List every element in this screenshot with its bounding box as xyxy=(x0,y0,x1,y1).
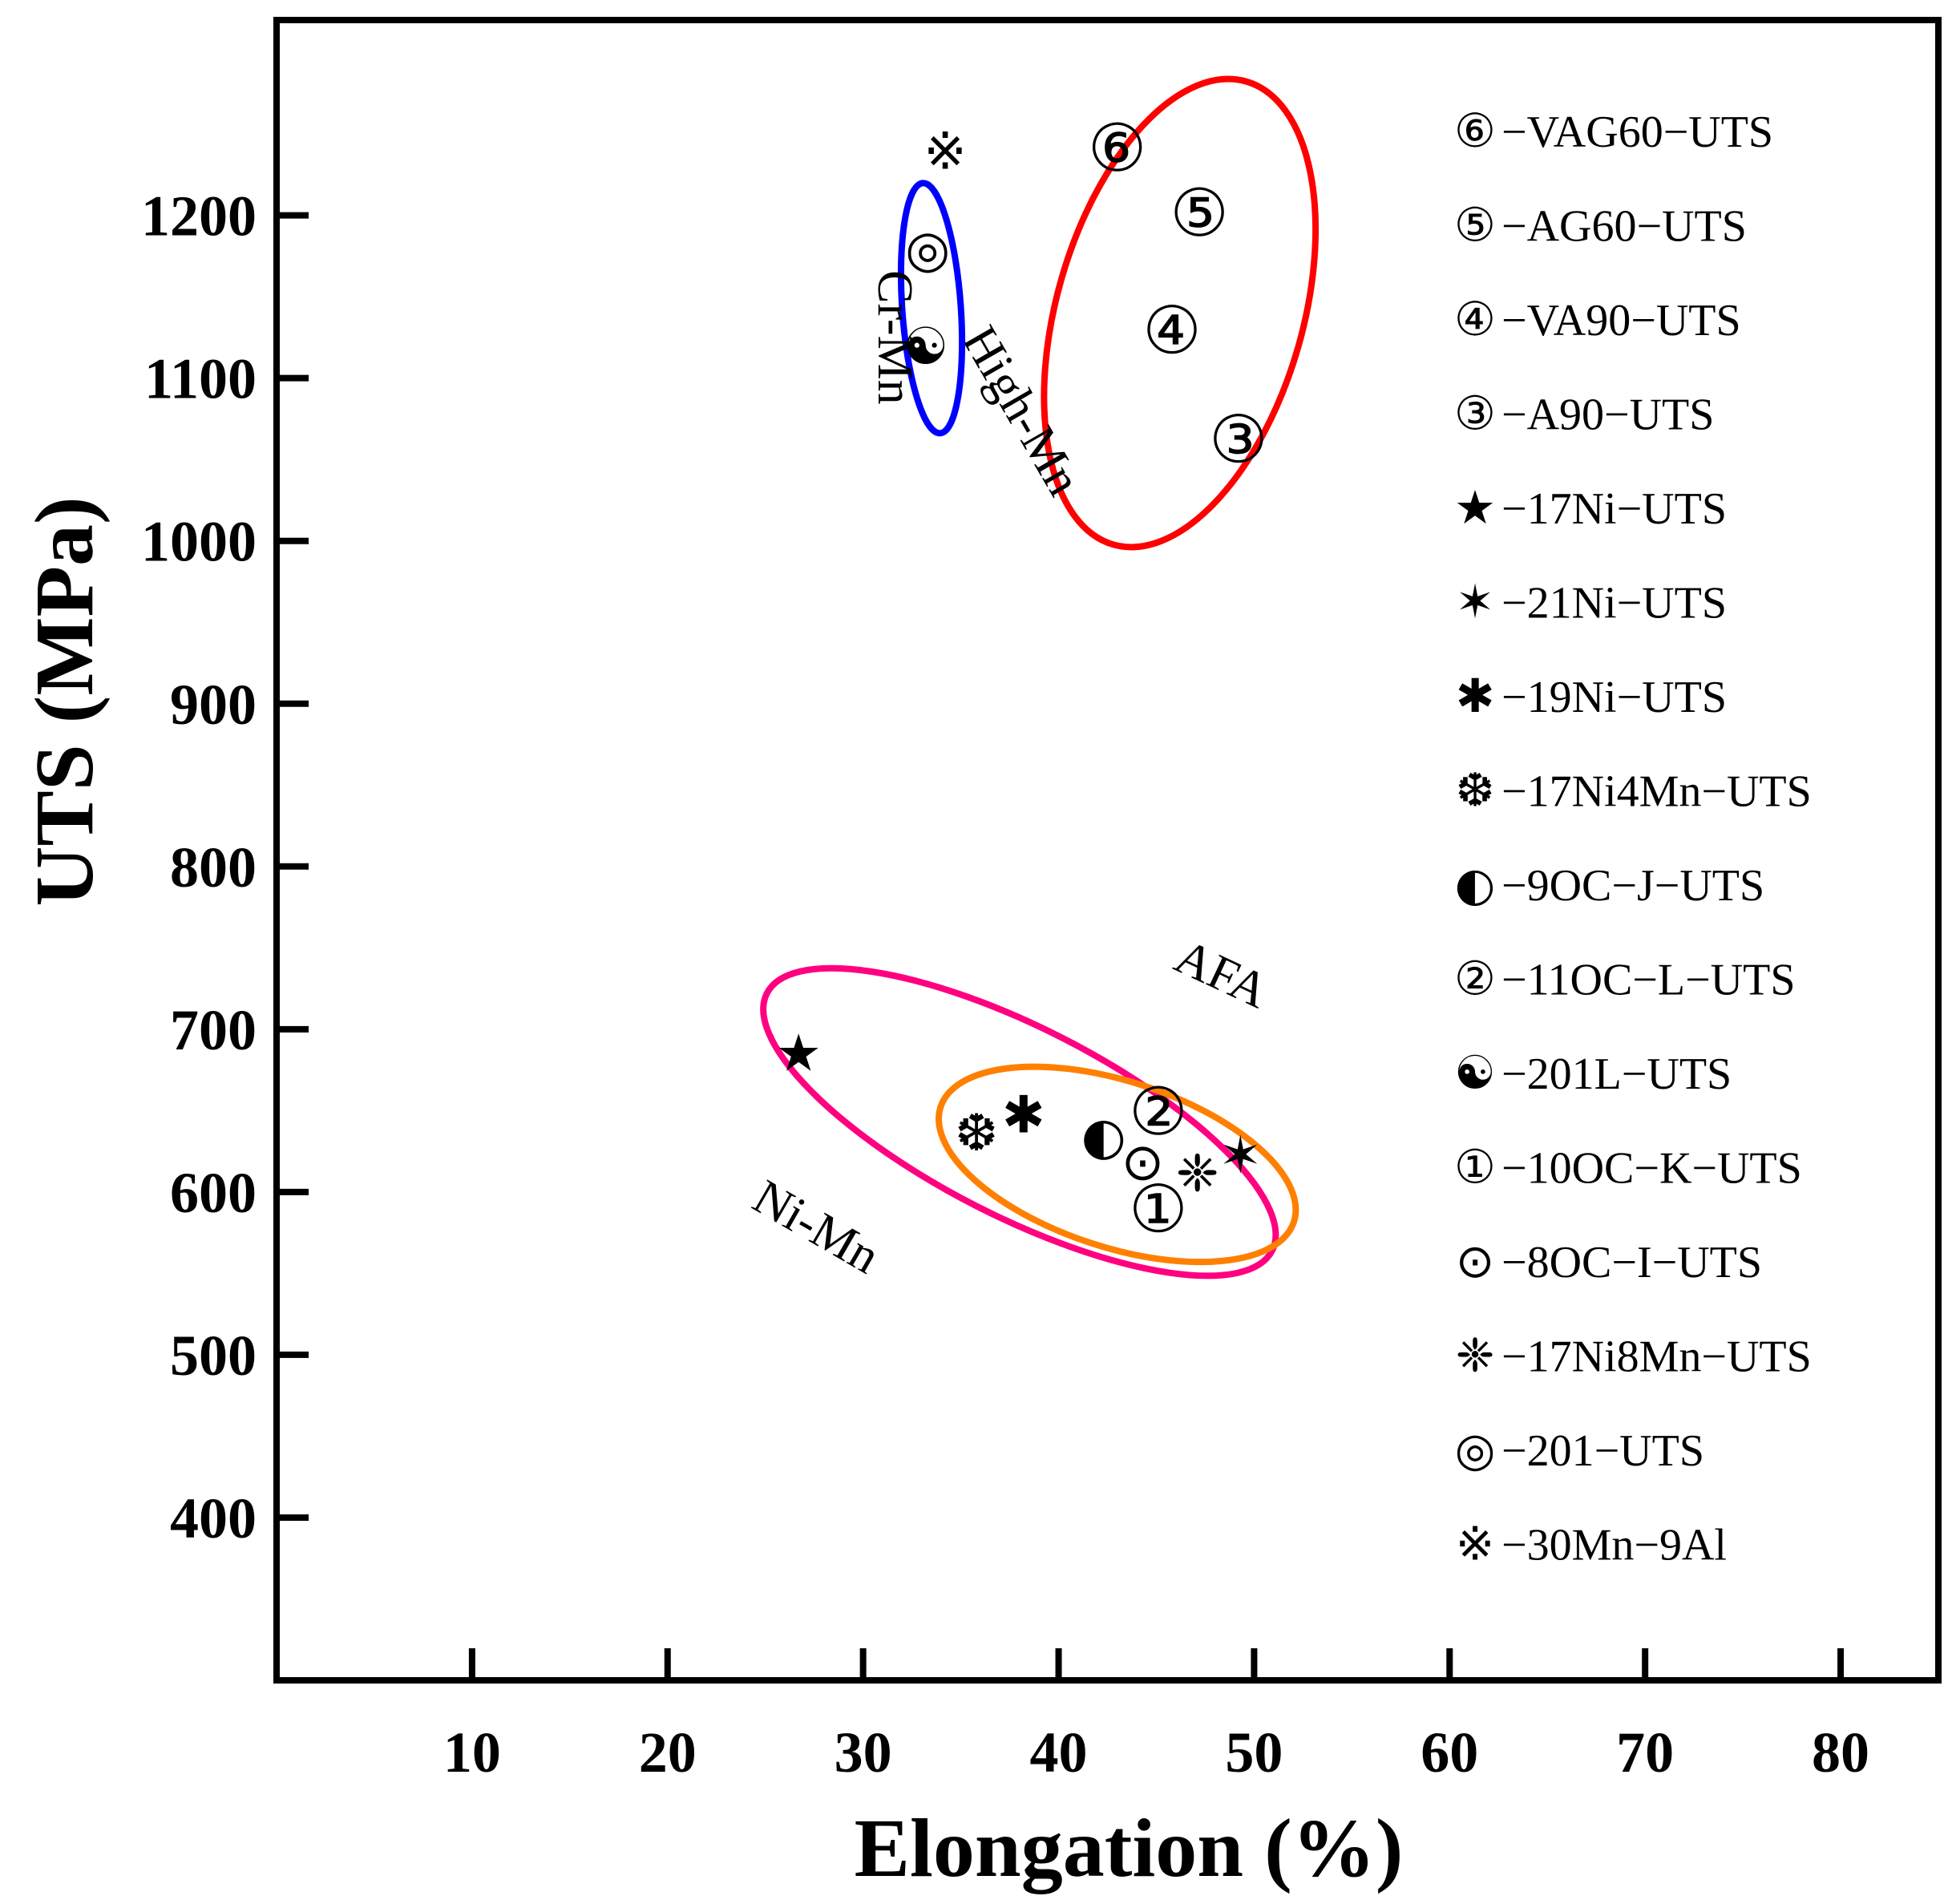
y-tick-label: 600 xyxy=(170,1161,257,1225)
data-point: ⊙ xyxy=(1122,1133,1165,1192)
y-axis-title: UTS (MPa) xyxy=(18,496,111,906)
data-point: ✶ xyxy=(1219,1126,1263,1186)
data-point: ④ xyxy=(1142,293,1202,369)
group-label-ni-mn: Ni-Mn xyxy=(744,1170,888,1284)
group-label-afa: AFA xyxy=(1167,929,1277,1019)
legend-label: −VA90−UTS xyxy=(1501,296,1741,346)
data-point: ※ xyxy=(923,122,967,181)
data-point: ◐ xyxy=(1081,1107,1126,1166)
ellipse-high-mn xyxy=(1041,75,1320,551)
legend-symbol: ① xyxy=(1454,1140,1496,1195)
legend-symbol: ✶ xyxy=(1456,575,1495,629)
x-tick-label: 10 xyxy=(443,1720,501,1785)
legend-symbol: ② xyxy=(1454,952,1496,1006)
legend-label: −10OC−K−UTS xyxy=(1501,1144,1802,1194)
legend-label: −201L−UTS xyxy=(1501,1049,1732,1099)
data-point: ★ xyxy=(775,1024,821,1083)
axes-layer: 10 20 30 40 50 60 70 80 400 500 600 700 800 900 1000 11… xyxy=(141,17,1942,1785)
x-tick-label: 40 xyxy=(1030,1720,1088,1785)
y-tick-label: 1100 xyxy=(144,347,257,411)
legend-symbol: ⊙ xyxy=(1456,1234,1495,1288)
y-tick-label: 900 xyxy=(170,673,257,737)
group-label-cr-mn: Cr-Mn xyxy=(867,270,922,405)
ellipse-cr-mn xyxy=(897,180,966,437)
x-tick-label: 80 xyxy=(1812,1720,1869,1785)
x-tick-label: 50 xyxy=(1225,1720,1283,1785)
data-point: ☯ xyxy=(903,317,948,377)
y-tick-label: 500 xyxy=(170,1324,257,1388)
x-tick-label: 60 xyxy=(1421,1720,1478,1785)
data-point: ❈ xyxy=(1176,1145,1219,1204)
legend-symbol: ☯ xyxy=(1454,1045,1496,1100)
legend-symbol: ⑥ xyxy=(1454,103,1496,158)
data-point: ③ xyxy=(1209,402,1268,478)
legend-label: −AG60−UTS xyxy=(1501,202,1747,252)
data-point: ❆ xyxy=(955,1104,998,1163)
y-tick-label: 1000 xyxy=(141,510,257,574)
x-tick-label: 30 xyxy=(835,1720,892,1785)
ellipse-afa xyxy=(936,1063,1299,1266)
legend-label: −8OC−I−UTS xyxy=(1501,1238,1762,1288)
legend-label: −30Mn−9Al xyxy=(1501,1521,1727,1570)
y-tick-label: 400 xyxy=(170,1486,257,1550)
data-point: ① xyxy=(1129,1172,1188,1248)
legend-label: −17Ni8Mn−UTS xyxy=(1501,1332,1812,1382)
legend-label: −9OC−J−UTS xyxy=(1501,861,1764,911)
y-tick-label: 700 xyxy=(170,998,257,1062)
group-label-high-mn: High-Mn xyxy=(952,317,1091,505)
data-points-layer: ⑥⑤ ④③ ★ ✶ ✱❆ ◐ ② ☯ ①⊙ ❈ ◎ ※ xyxy=(775,111,1267,1248)
legend-label: −11OC−L−UTS xyxy=(1501,956,1795,1005)
legend-label: −201−UTS xyxy=(1501,1426,1704,1476)
legend-label: −A90−UTS xyxy=(1501,390,1714,440)
ellipse-ni-mn xyxy=(760,964,1279,1279)
legend-symbol: ⑤ xyxy=(1454,198,1496,253)
legend-label: −19Ni−UTS xyxy=(1501,673,1727,722)
legend-symbol: ◐ xyxy=(1455,857,1496,912)
legend-symbol: ❈ xyxy=(1456,1328,1495,1383)
data-point: ◎ xyxy=(905,220,950,279)
x-tick-label: 70 xyxy=(1616,1720,1674,1785)
legend-symbol: ※ xyxy=(1456,1517,1495,1571)
y-tick-label: 800 xyxy=(170,835,257,899)
legend-symbol: ❆ xyxy=(1456,763,1495,818)
legend-label: −17Ni4Mn−UTS xyxy=(1501,767,1812,817)
data-point: ⑥ xyxy=(1088,111,1147,187)
legend-label: −21Ni−UTS xyxy=(1501,579,1727,629)
x-tick-label: 20 xyxy=(639,1720,697,1785)
legend-symbol: ③ xyxy=(1454,386,1496,441)
legend-label: −VAG60−UTS xyxy=(1501,107,1773,157)
legend-symbol: ✱ xyxy=(1456,669,1495,723)
legend-symbol: ④ xyxy=(1454,292,1496,346)
y-tick-label: 1200 xyxy=(141,184,257,249)
data-point: ✱ xyxy=(1002,1085,1045,1145)
x-axis-title: Elongation (%) xyxy=(855,1802,1404,1894)
legend-symbol: ★ xyxy=(1454,480,1496,535)
data-point: ⑤ xyxy=(1170,176,1229,252)
legend-label: −17Ni−UTS xyxy=(1501,484,1727,534)
plot-frame xyxy=(273,17,1942,1684)
legend-symbol: ◎ xyxy=(1455,1422,1496,1477)
data-point: ② xyxy=(1129,1074,1188,1150)
